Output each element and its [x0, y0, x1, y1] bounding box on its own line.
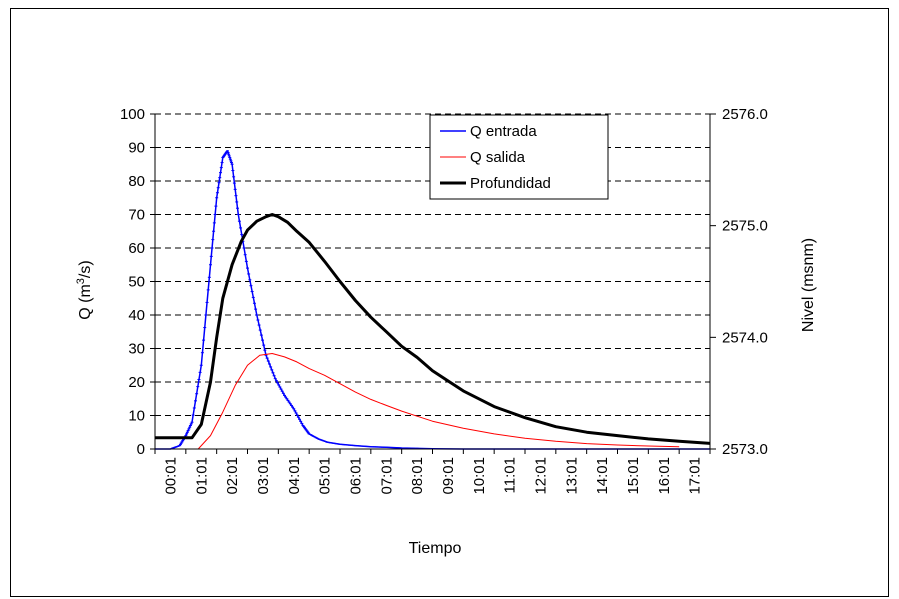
y-tick-label: 30 [128, 341, 145, 358]
x-tick-label: 10:01 [471, 457, 488, 495]
y-tick-label: 80 [128, 173, 145, 190]
y-axis-title-main: Q (m [77, 284, 94, 320]
x-tick-label: 11:01 [502, 457, 519, 493]
x-tick-labels: 00:01 01:01 02:01 03:01 04:01 05:01 06:01 07:01… [162, 457, 703, 495]
y-tick-label: 70 [128, 207, 145, 224]
legend-label-profundidad: Profundidad [470, 175, 551, 192]
y-axis-title: Q (m3/s) [75, 260, 94, 319]
x-tick-label: 07:01 [378, 457, 395, 495]
y2-axis-title: Nivel (msnm) [800, 238, 817, 332]
x-tick-label: 08:01 [409, 457, 426, 495]
y2-tick-label: 2573.0 [722, 441, 768, 458]
y-tick-label: 60 [128, 240, 145, 257]
y2-tick-label: 2574.0 [722, 329, 768, 346]
x-tick-label: 12:01 [532, 457, 549, 495]
y-tick-label: 50 [128, 274, 145, 291]
y-tick-label: 20 [128, 374, 145, 391]
x-tick-label: 00:01 [162, 457, 179, 495]
x-tick-label: 03:01 [255, 457, 272, 495]
y-tick-label: 100 [120, 106, 145, 123]
x-tick-label: 06:01 [347, 457, 364, 495]
y2-tick-label: 2575.0 [722, 218, 768, 235]
x-tick-label: 13:01 [563, 457, 580, 495]
y-tick-label: 40 [128, 307, 145, 324]
legend-label-q-entrada: Q entrada [470, 123, 537, 140]
y-tick-label: 10 [128, 408, 145, 425]
x-tick-label: 17:01 [687, 457, 704, 495]
x-axis-title: Tiempo [409, 540, 462, 557]
x-tick-label: 15:01 [625, 457, 642, 495]
x-tick-label: 04:01 [286, 457, 303, 495]
x-tick-label: 05:01 [317, 457, 334, 495]
y2-tick-labels: 2573.0 2574.0 2575.0 2576.0 [722, 106, 768, 458]
legend-label-q-salida: Q salida [470, 149, 526, 166]
y-tick-label: 90 [128, 140, 145, 157]
x-tick-label: 16:01 [656, 457, 673, 495]
x-tick-label: 14:01 [594, 457, 611, 495]
grid-lines [150, 113, 716, 454]
x-tick-label: 01:01 [193, 457, 210, 495]
x-tick-label: 09:01 [440, 457, 457, 495]
y-tick-labels: 0 10 20 30 40 50 60 70 80 90 100 [120, 106, 145, 458]
chart-frame [10, 8, 889, 597]
axes [154, 114, 711, 450]
y-axis-title-tail: /s) [77, 260, 94, 278]
series-line-q-salida [155, 353, 680, 450]
y2-tick-label: 2576.0 [722, 106, 768, 123]
legend: Q entrada Q salida Profundidad [429, 114, 609, 200]
y-axis-title-sup: 3 [75, 278, 87, 284]
series-line-profundidad [155, 213, 711, 445]
y-tick-label: 0 [137, 441, 145, 458]
x-tick-label: 02:01 [224, 457, 241, 495]
